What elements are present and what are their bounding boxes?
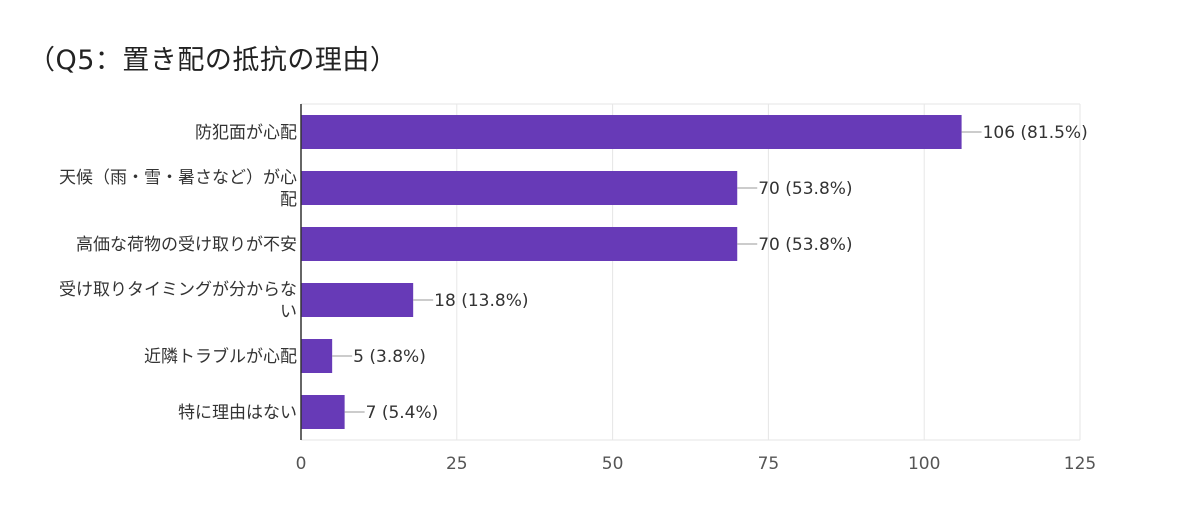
category-label-1-1: 配	[280, 190, 297, 210]
x-tick-label-4: 100	[908, 454, 940, 474]
x-tick-label-0: 0	[296, 454, 307, 474]
value-label-3: 18 (13.8%)	[434, 291, 528, 311]
value-label-0: 106 (81.5%)	[983, 123, 1088, 143]
bar-3	[301, 283, 414, 317]
bar-1	[301, 171, 738, 205]
category-label-3-0: 受け取りタイミングが分からな	[59, 280, 297, 300]
category-label-4-0: 近隣トラブルが心配	[144, 346, 297, 367]
category-label-0-0: 防犯面が心配	[195, 123, 297, 143]
category-label-1-0: 天候（雨・雪・暑さなど）が心	[59, 168, 297, 188]
bar-2	[301, 227, 738, 261]
bar-0	[301, 115, 962, 149]
bar-5	[301, 395, 345, 429]
category-label-2-0: 高価な荷物の受け取りが不安	[76, 235, 297, 255]
value-label-2: 70 (53.8%)	[758, 235, 852, 255]
chart-title: （Q5：置き配の抵抗の理由）	[28, 45, 398, 76]
x-tick-label-3: 75	[758, 454, 780, 474]
value-label-4: 5 (3.8%)	[353, 347, 426, 367]
bar-4	[301, 339, 333, 373]
category-label-3-1: い	[280, 302, 297, 322]
category-label-5-0: 特に理由はない	[178, 403, 297, 423]
value-label-5: 7 (5.4%)	[366, 403, 439, 423]
value-label-1: 70 (53.8%)	[758, 179, 852, 199]
x-tick-label-2: 50	[602, 454, 624, 474]
x-tick-label-1: 25	[446, 454, 468, 474]
x-tick-label-5: 125	[1064, 454, 1096, 474]
